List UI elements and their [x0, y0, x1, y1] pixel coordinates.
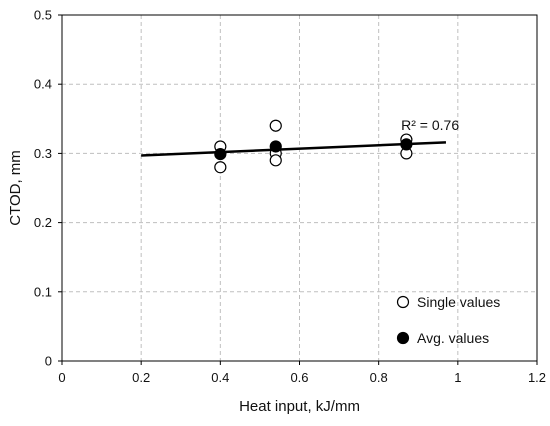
legend: Single values Avg. values [396, 294, 500, 346]
ticks-layer: 0 0.2 0.4 0.6 0.8 1 1.2 0 0.1 0.2 0.3 0.4 0.5 [34, 8, 546, 386]
single-value-point [269, 119, 282, 132]
single-value-point [214, 161, 227, 174]
avg-value-point [214, 147, 227, 161]
x-tick-label: 0.2 [132, 370, 150, 385]
label-layer: Heat input, kJ/mm CTOD, mm [7, 150, 360, 415]
trendline [141, 141, 447, 157]
legend-marker [396, 295, 410, 309]
avg-value-point [269, 140, 282, 153]
x-tick-label: 0.4 [211, 370, 229, 385]
y-tick-label: 0.5 [34, 8, 52, 23]
annotation-layer: R² = 0.76 [401, 117, 459, 133]
single-value-point [269, 154, 282, 167]
grid-layer [62, 15, 537, 361]
x-tick-label: 0 [58, 370, 65, 385]
x-tick-label: 1.2 [528, 370, 546, 385]
x-axis-label: Heat input, kJ/mm [239, 398, 360, 415]
avg-value-point [400, 138, 413, 151]
x-tick-label: 0.6 [290, 370, 308, 385]
legend-label: Single values [417, 294, 500, 310]
y-tick-label: 0.3 [34, 146, 52, 161]
y-axis-label: CTOD, mm [7, 150, 24, 226]
y-tick-label: 0.4 [34, 77, 52, 92]
points-layer [214, 119, 413, 174]
y-tick-label: 0.1 [34, 284, 52, 299]
legend-marker [396, 331, 410, 345]
y-tick-label: 0 [45, 354, 52, 369]
x-tick-label: 0.8 [370, 370, 388, 385]
r-squared-annotation: R² = 0.76 [401, 117, 459, 133]
legend-label: Avg. values [417, 330, 489, 346]
trend-layer [141, 141, 447, 157]
y-tick-label: 0.2 [34, 215, 52, 230]
x-tick-label: 1 [454, 370, 461, 385]
